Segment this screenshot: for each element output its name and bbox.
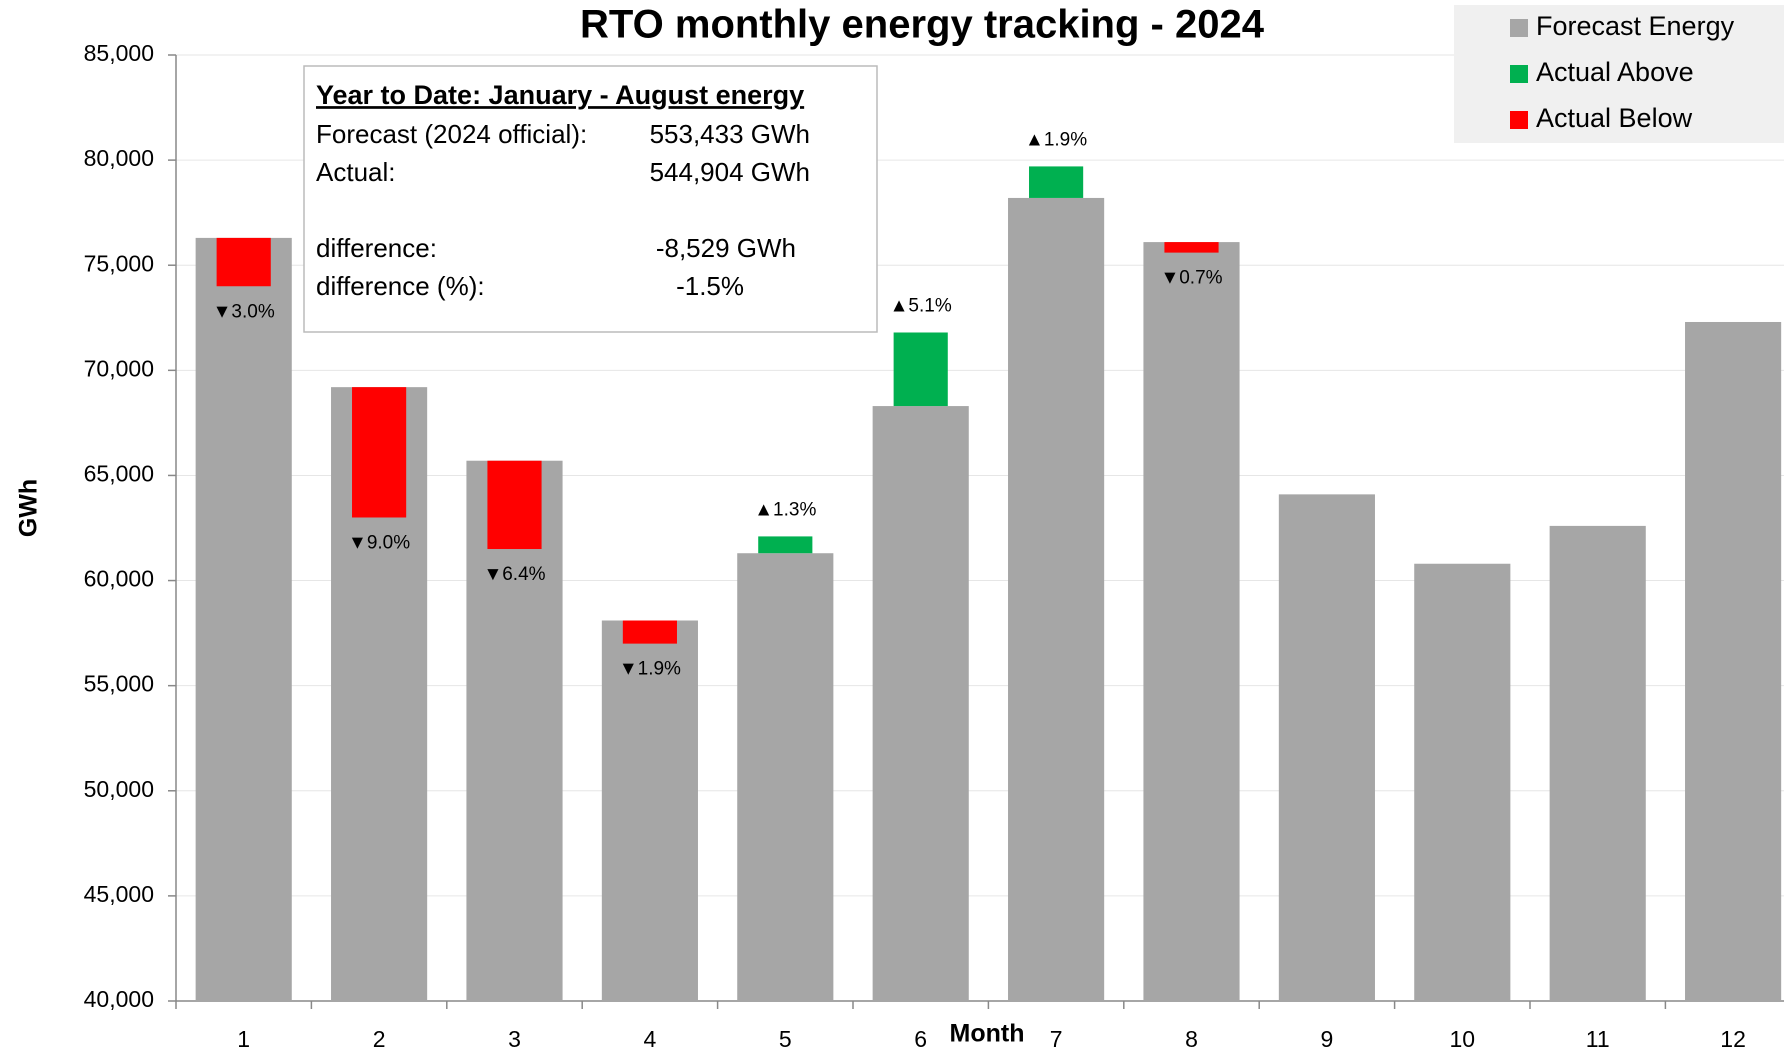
data-label: ▲5.1% xyxy=(890,296,952,317)
data-label: ▼1.9% xyxy=(619,659,681,680)
y-tick-label: 70,000 xyxy=(84,355,154,381)
x-tick-label: 4 xyxy=(644,1026,657,1052)
x-tick-label: 10 xyxy=(1450,1026,1476,1052)
difference-bar xyxy=(1164,242,1219,253)
data-label: ▼9.0% xyxy=(348,533,410,554)
difference-bar xyxy=(622,620,677,644)
bar xyxy=(872,406,969,1001)
x-tick-label: 7 xyxy=(1050,1026,1063,1052)
y-tick-label: 60,000 xyxy=(84,566,154,592)
bar xyxy=(737,553,834,1001)
annotation-label: difference (%): xyxy=(316,271,485,301)
legend-box xyxy=(1454,5,1784,143)
x-tick-label: 5 xyxy=(779,1026,792,1052)
x-tick-label: 1 xyxy=(237,1026,250,1052)
chart-title: RTO monthly energy tracking - 2024 xyxy=(580,3,1265,47)
x-tick-label: 3 xyxy=(508,1026,521,1052)
bar xyxy=(1278,494,1375,1001)
annotation-value: 544,904 GWh xyxy=(650,157,810,187)
x-axis-label: Month xyxy=(950,1020,1025,1048)
bar xyxy=(1685,321,1782,1002)
y-axis-label: GWh xyxy=(15,479,43,537)
legend: Forecast Energy Actual Above Actual Below xyxy=(1454,5,1784,143)
annotation-title: Year to Date: January - August energy xyxy=(316,80,804,110)
bar xyxy=(1008,197,1105,1001)
y-tick-label: 55,000 xyxy=(84,671,154,697)
bar xyxy=(195,237,292,1002)
annotation-value: -1.5% xyxy=(676,271,744,301)
data-label: ▼0.7% xyxy=(1160,268,1222,289)
x-tick-label: 9 xyxy=(1321,1026,1334,1052)
legend-swatch xyxy=(1510,111,1528,129)
x-tick-label: 6 xyxy=(914,1026,927,1052)
legend-label: Actual Below xyxy=(1536,103,1693,133)
y-tick-label: 85,000 xyxy=(84,40,154,66)
difference-bar xyxy=(487,460,542,550)
y-tick-label: 80,000 xyxy=(84,145,154,171)
y-tick-label: 75,000 xyxy=(84,250,154,276)
annotation-value: 553,433 GWh xyxy=(650,119,810,149)
x-tick-label: 8 xyxy=(1185,1026,1198,1052)
difference-bar xyxy=(1029,166,1084,198)
data-label: ▲1.3% xyxy=(754,499,816,520)
bar xyxy=(1549,525,1646,1001)
annotation-label: Forecast (2024 official): xyxy=(316,119,587,149)
x-tick-label: 2 xyxy=(373,1026,386,1052)
annotation-label: difference: xyxy=(316,233,437,263)
annotation-value: -8,529 GWh xyxy=(656,233,796,263)
bar xyxy=(466,460,563,1001)
data-label: ▲1.9% xyxy=(1025,129,1087,150)
legend-label: Forecast Energy xyxy=(1536,11,1735,41)
difference-bar xyxy=(216,237,271,287)
y-tick-label: 45,000 xyxy=(84,881,154,907)
annotation-label: Actual: xyxy=(316,157,396,187)
bar xyxy=(1414,563,1511,1001)
legend-swatch xyxy=(1510,65,1528,83)
data-label: ▼3.0% xyxy=(213,301,275,322)
legend-label: Actual Above xyxy=(1536,57,1694,87)
data-label: ▼6.4% xyxy=(483,564,545,585)
annotation-box xyxy=(303,65,878,333)
difference-bar xyxy=(758,536,813,554)
y-tick-label: 65,000 xyxy=(84,461,154,487)
legend-swatch xyxy=(1510,19,1528,37)
bar xyxy=(601,620,698,1001)
bar xyxy=(1143,242,1240,1001)
difference-bar xyxy=(893,332,948,407)
y-tick-label: 50,000 xyxy=(84,776,154,802)
x-tick-label: 12 xyxy=(1720,1026,1746,1052)
y-tick-label: 40,000 xyxy=(84,986,154,1012)
x-tick-label: 11 xyxy=(1586,1026,1610,1052)
difference-bar xyxy=(352,387,407,518)
